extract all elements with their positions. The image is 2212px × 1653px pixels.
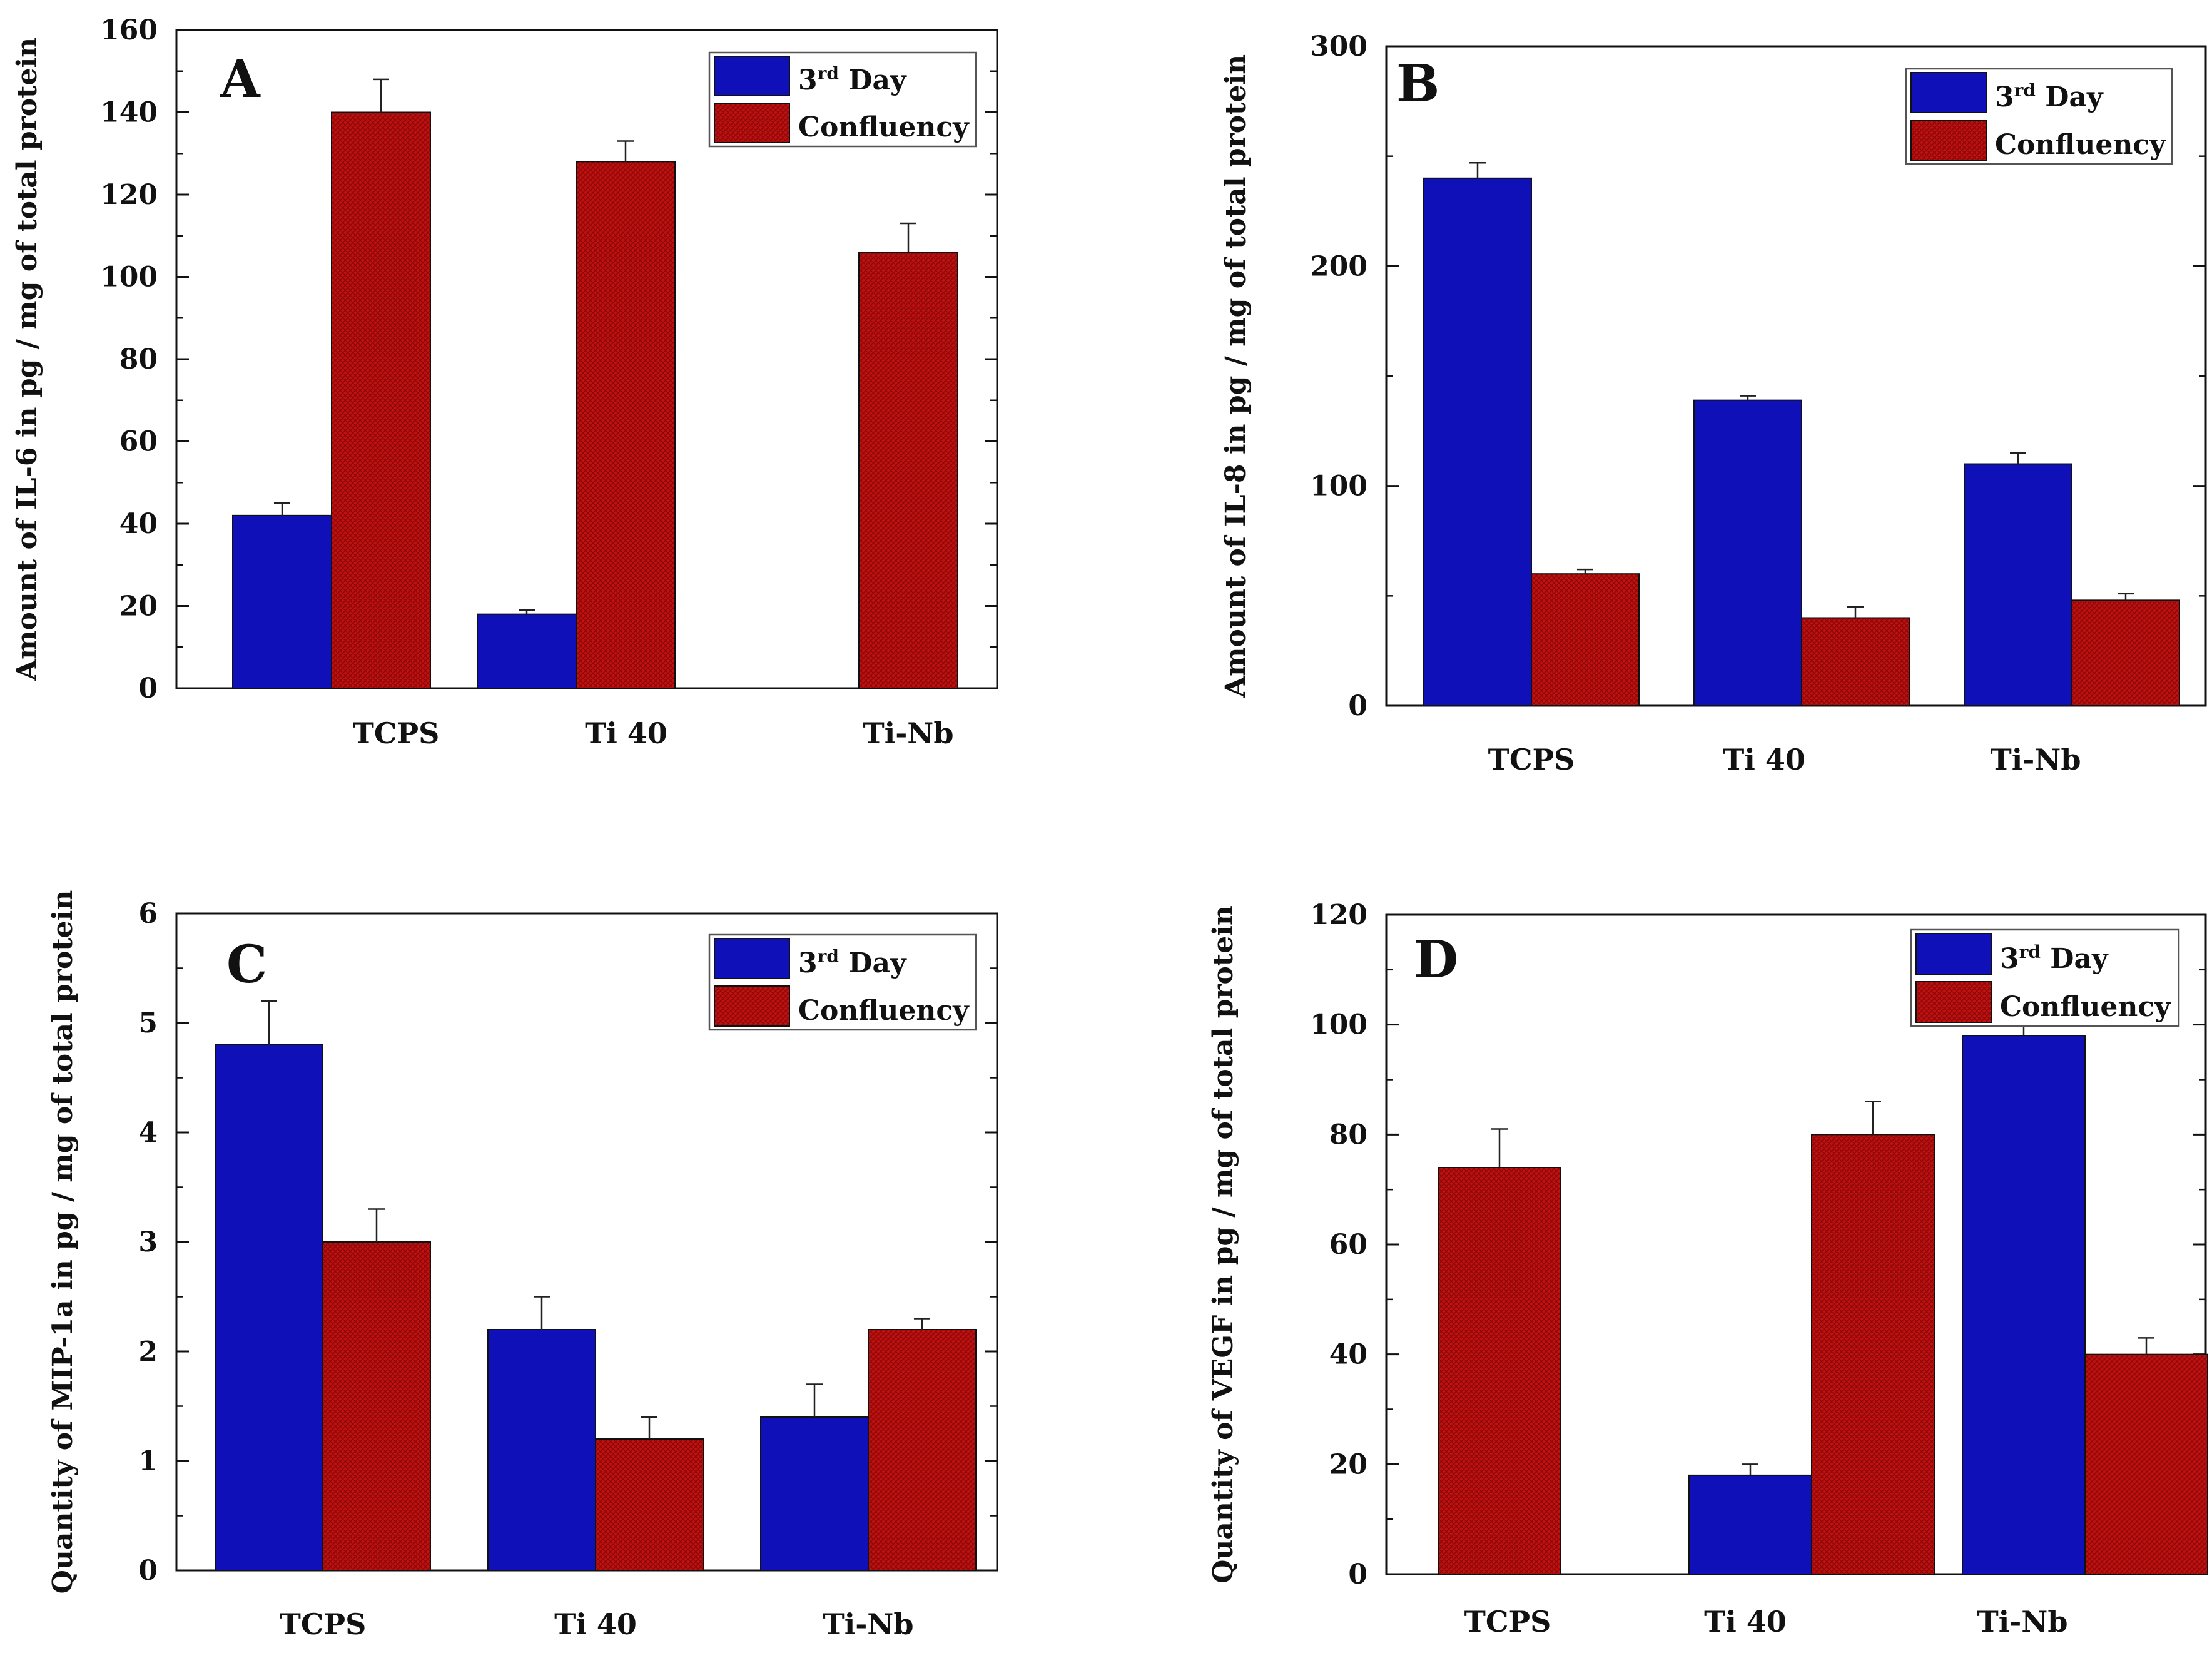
- y-tick-label: 100: [100, 262, 158, 293]
- y-tick-label: 0: [138, 1555, 158, 1587]
- legend-label-day3: 3rd Day: [1995, 80, 2104, 113]
- bar-confluency-ti-nb: [868, 1329, 977, 1571]
- y-tick-label: 20: [119, 591, 158, 623]
- legend-label-day3: 3rd Day: [2000, 942, 2109, 975]
- y-tick-label: 3: [138, 1226, 158, 1258]
- bar-confluency-tcps: [1438, 1167, 1561, 1575]
- chart-panel-d: 0 20 40 60 80 100 120 Quantity of VEGF in pg / …: [1207, 899, 2208, 1639]
- x-tick-label: Ti 40: [1704, 1605, 1787, 1639]
- panel-letter: D: [1414, 930, 1458, 990]
- y-tick-label: 60: [1329, 1229, 1367, 1261]
- y-tick-label: 160: [100, 14, 158, 46]
- bar-day3-ti-nb: [760, 1416, 869, 1571]
- bar-confluency-ti-nb: [858, 252, 958, 689]
- x-tick-label: TCPS: [1488, 743, 1575, 776]
- y-tick-label: 40: [119, 508, 158, 540]
- panel-letter: B: [1396, 54, 1439, 114]
- bar-confluency-ti-40: [595, 1438, 704, 1571]
- legend-label-confluency: Confluency: [798, 995, 970, 1027]
- y-tick-label: 100: [1310, 470, 1367, 502]
- y-tick-label: 1: [138, 1445, 158, 1477]
- x-tick-label: TCPS: [280, 1607, 367, 1641]
- chart-panel-b: 0 100 200 300 Amount of IL-8 in pg / mg of t…: [1220, 31, 2207, 776]
- y-axis-label: Quantity of MIP-1a in pg / mg of total p…: [47, 890, 79, 1594]
- y-tick-label: 0: [1348, 1559, 1367, 1590]
- bar-day3-tcps: [215, 1044, 323, 1571]
- y-tick-label: 80: [119, 343, 158, 375]
- bar-day3-ti-40: [1688, 1474, 1812, 1575]
- legend-swatch-confluency: [1915, 981, 1992, 1023]
- bar-confluency-ti-nb: [2084, 1353, 2208, 1575]
- y-tick-label: 80: [1329, 1119, 1367, 1151]
- legend-label-day3: 3rd Day: [798, 946, 907, 979]
- x-tick-label: Ti 40: [1723, 743, 1805, 776]
- legend-swatch-day3: [1915, 933, 1992, 975]
- y-tick-label: 2: [138, 1336, 158, 1368]
- bar-confluency-tcps: [1531, 573, 1640, 707]
- chart-panel-a: 0 20 40 60 80 100 120 140 160 Amount of IL-6 in p…: [11, 14, 998, 750]
- y-tick-label: 300: [1310, 31, 1367, 63]
- legend-swatch-confluency: [714, 985, 790, 1027]
- chart-panel-c: 0 1 2 3 4 5 6 Quantity of MIP-1a in pg / mg of …: [47, 890, 998, 1641]
- bar-day3-ti-nb: [1962, 1035, 2086, 1575]
- x-tick-label: Ti-Nb: [1990, 743, 2081, 776]
- x-tick-label: Ti 40: [585, 716, 667, 750]
- bar-confluency-ti-40: [1811, 1134, 1935, 1575]
- bar-confluency-ti-40: [576, 161, 676, 689]
- x-tick-label: Ti-Nb: [863, 716, 953, 750]
- y-tick-label: 20: [1329, 1448, 1367, 1480]
- y-tick-label: 40: [1329, 1339, 1367, 1371]
- y-axis-label: Quantity of VEGF in pg / mg of total pro…: [1207, 905, 1239, 1584]
- bar-confluency-ti-nb: [2071, 599, 2180, 706]
- x-tick-label: Ti-Nb: [823, 1607, 913, 1641]
- panel-letter: A: [220, 49, 261, 109]
- legend-label-confluency: Confluency: [798, 111, 970, 143]
- y-tick-label: 140: [100, 97, 158, 129]
- bar-day3-tcps: [1423, 177, 1532, 706]
- bar-day3-ti-nb: [1964, 463, 2072, 706]
- bar-day3-ti-40: [477, 613, 577, 689]
- bar-confluency-tcps: [331, 111, 431, 689]
- legend-label-day3: 3rd Day: [798, 63, 907, 96]
- y-axis-label: Amount of IL-8 in pg / mg of total prote…: [1220, 54, 1252, 698]
- y-tick-label: 100: [1310, 1009, 1367, 1041]
- x-tick-label: TCPS: [1464, 1605, 1551, 1639]
- bar-day3-ti-40: [1693, 399, 1802, 706]
- bar-day3-tcps: [232, 514, 332, 689]
- panel-letter: C: [226, 935, 267, 995]
- legend-swatch-day3: [714, 938, 790, 979]
- legend-swatch-confluency: [714, 103, 790, 143]
- y-tick-label: 0: [138, 673, 158, 704]
- bar-confluency-ti-40: [1801, 617, 1910, 707]
- legend-swatch-confluency: [1910, 120, 1987, 161]
- y-tick-label: 6: [138, 898, 158, 930]
- y-tick-label: 120: [1310, 899, 1367, 931]
- y-tick-label: 120: [100, 179, 158, 211]
- bar-day3-ti-40: [487, 1329, 596, 1571]
- x-tick-label: TCPS: [353, 716, 440, 750]
- bar-confluency-tcps: [322, 1241, 431, 1571]
- y-tick-label: 4: [138, 1117, 158, 1149]
- x-tick-label: Ti-Nb: [1977, 1605, 2067, 1639]
- y-tick-label: 60: [119, 426, 158, 458]
- y-tick-label: 0: [1348, 690, 1367, 722]
- legend-swatch-day3: [1910, 72, 1987, 113]
- legend-swatch-day3: [714, 56, 790, 96]
- x-tick-label: Ti 40: [554, 1607, 637, 1641]
- legend-label-confluency: Confluency: [1995, 129, 2166, 161]
- legend-label-confluency: Confluency: [2000, 991, 2171, 1023]
- y-tick-label: 5: [138, 1007, 158, 1039]
- y-axis-label: Amount of IL-6 in pg / mg of total prote…: [11, 38, 43, 681]
- y-tick-label: 200: [1310, 250, 1367, 282]
